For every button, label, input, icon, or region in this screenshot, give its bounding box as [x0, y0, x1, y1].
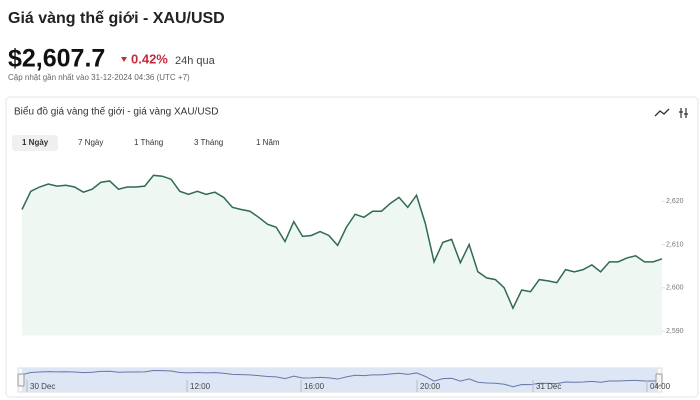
tab-active: [12, 135, 58, 151]
navigator-handle-right[interactable]: [655, 373, 663, 387]
candle-icon[interactable]: [679, 108, 688, 118]
card-title: Biểu đồ giá vàng thế giới - giá vàng XAU…: [14, 106, 218, 118]
tab[interactable]: 7 Ngày: [78, 138, 103, 147]
page-title: Giá vàng thế giới - XAU/USD: [8, 10, 225, 27]
navigator-line: [21, 370, 663, 388]
navigator-handle-left[interactable]: [17, 373, 25, 387]
y-tick-label: 2,610: [666, 241, 684, 248]
change: 0.42%: [131, 51, 168, 66]
area: [22, 175, 662, 336]
period: 24h qua: [175, 55, 216, 67]
tab[interactable]: 1 Tháng: [134, 138, 163, 147]
navigator-label: 04:00: [650, 382, 671, 391]
y-tick-label: 2,620: [666, 198, 684, 205]
navigator-label: 30 Dec: [30, 382, 55, 391]
navigator-label: 20:00: [420, 382, 441, 391]
tab[interactable]: 3 Tháng: [194, 138, 223, 147]
y-tick-label: 2,600: [666, 285, 684, 292]
down-arrow: [121, 57, 127, 62]
y-tick-label: 2,590: [666, 328, 684, 335]
navigator-label: 16:00: [304, 382, 325, 391]
price-line: [21, 174, 663, 310]
line-icon[interactable]: [654, 108, 670, 117]
tab[interactable]: 1 Ngày: [22, 138, 49, 147]
tab[interactable]: 1 Năm: [256, 138, 280, 147]
price: $2,607.7: [8, 45, 105, 73]
navigator-label: 31 Dec: [536, 382, 561, 391]
navigator-label: 12:00: [190, 382, 211, 391]
updated: Cập nhật gần nhất vào 31-12-2024 04:36 (…: [8, 73, 190, 82]
